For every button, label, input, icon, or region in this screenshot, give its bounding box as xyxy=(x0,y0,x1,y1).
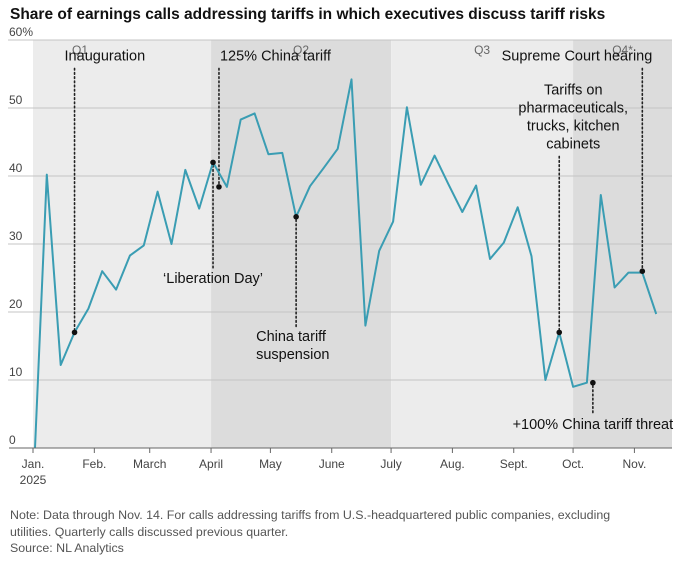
annotation-label: China tariff xyxy=(256,329,327,345)
y-tick-label: 50 xyxy=(9,93,23,107)
source-line: Source: NL Analytics xyxy=(10,541,124,555)
x-tick-label: Sept. xyxy=(500,457,528,471)
x-tick-label: March xyxy=(133,457,166,471)
y-tick-label: 30 xyxy=(9,229,23,243)
annotation-label: Supreme Court hearing xyxy=(502,48,653,64)
annotation-marker xyxy=(639,268,646,275)
annotation-label: cabinets xyxy=(546,136,600,152)
series-line xyxy=(34,78,658,449)
y-axis-labels: 0 10 20 30 40 50 60% xyxy=(9,25,33,447)
quarter-label: Q4* xyxy=(612,43,633,57)
chart-note: Note: Data through Nov. 14. For calls ad… xyxy=(10,507,670,557)
quarter-labels: Q1 Q2 Q3 Q4* xyxy=(72,43,633,57)
annotation-marker xyxy=(210,159,216,166)
x-tick-label: April xyxy=(199,457,223,471)
gridlines xyxy=(8,39,672,381)
x-axis: Jan. 2025 Feb. March April May June July Aug. Sep… xyxy=(9,447,672,487)
x-tick-label: Feb. xyxy=(82,457,106,471)
x-year-label: 2025 xyxy=(20,473,47,487)
annotation-label: trucks, kitchen xyxy=(527,118,620,134)
y-tick-label: 0 xyxy=(9,433,16,447)
annotation-marker xyxy=(590,379,596,386)
note-line: utilities. Quarterly calls discussed pre… xyxy=(10,524,289,539)
x-tick-label: Oct. xyxy=(562,457,584,471)
annotation-marker xyxy=(293,214,299,220)
y-tick-label: 60% xyxy=(9,25,33,39)
annotation-leaders xyxy=(73,67,644,416)
line-chart: 0 10 20 30 40 50 60% Q1 Q2 Q3 Q4* Inauguration 125… xyxy=(8,25,674,487)
annotation-marker xyxy=(71,329,78,336)
chart-title: Share of earnings calls addressing tarif… xyxy=(10,6,606,23)
quarter-label: Q3 xyxy=(474,43,490,57)
x-tick-label: July xyxy=(380,457,401,471)
annotation-label: Tariffs on xyxy=(544,82,603,98)
quarter-label: Q2 xyxy=(293,43,309,57)
x-tick-label: Nov. xyxy=(623,457,647,471)
annotation-label: suspension xyxy=(256,347,329,363)
annotation-labels: Inauguration 125% China tariff ‘Liberation… xyxy=(65,48,674,433)
annotation-label: 125% China tariff xyxy=(220,48,332,64)
annotation-label: +100% China tariff threat xyxy=(513,417,674,433)
annotation-marker xyxy=(216,184,222,190)
x-tick-label: June xyxy=(319,457,345,471)
annotation-marker xyxy=(556,329,563,336)
annotation-markers xyxy=(71,159,646,386)
annotation-label: Inauguration xyxy=(65,48,146,64)
x-tick-label: May xyxy=(259,457,282,471)
annotation-label: pharmaceuticals, xyxy=(518,100,628,116)
note-line: Note: Data through Nov. 14. For calls ad… xyxy=(10,508,611,522)
y-tick-label: 20 xyxy=(9,297,23,311)
y-tick-label: 40 xyxy=(9,161,23,175)
y-tick-label: 10 xyxy=(9,365,23,379)
annotation-label: ‘Liberation Day’ xyxy=(163,271,263,287)
x-tick-label: Aug. xyxy=(440,457,465,471)
quarter-label: Q1 xyxy=(72,43,88,57)
x-tick-label: Jan. xyxy=(22,457,45,471)
